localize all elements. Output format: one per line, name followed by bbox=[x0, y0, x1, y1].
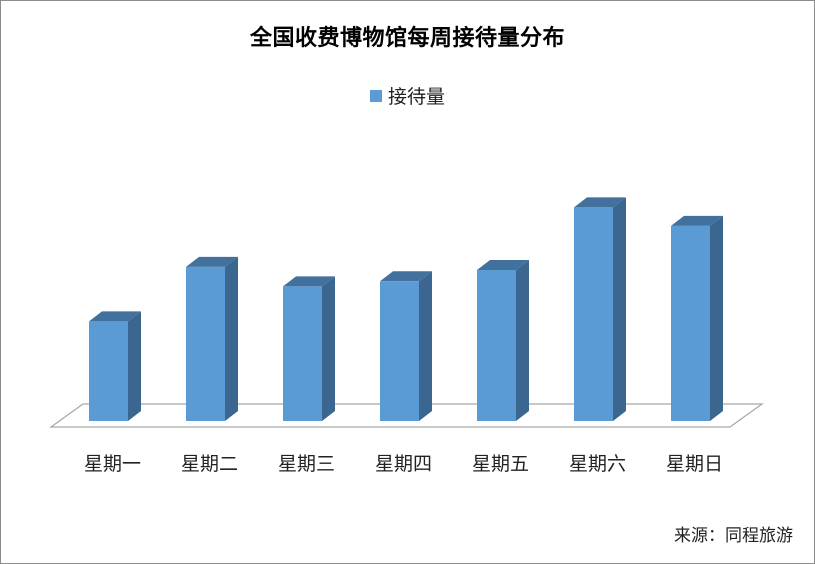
bar-top bbox=[477, 259, 529, 270]
category-labels: 星期一 星期二 星期三 星期四 星期五 星期六 星期日 bbox=[84, 453, 723, 475]
chart-title: 全国收费博物馆每周接待量分布 bbox=[249, 26, 565, 51]
bar-top bbox=[380, 271, 432, 282]
bar-side bbox=[419, 271, 432, 421]
category-label: 星期日 bbox=[666, 453, 723, 475]
bar-side bbox=[225, 256, 238, 421]
bar-front bbox=[477, 269, 516, 421]
bar-side bbox=[322, 276, 335, 421]
bar-side bbox=[613, 197, 626, 421]
bar-side bbox=[128, 311, 141, 421]
category-label: 星期六 bbox=[569, 453, 626, 475]
bar-top bbox=[89, 311, 141, 322]
category-label: 星期一 bbox=[84, 453, 141, 475]
bar-side bbox=[710, 215, 723, 421]
category-label: 星期四 bbox=[375, 453, 432, 475]
bar-1 bbox=[89, 311, 141, 421]
legend-swatch bbox=[369, 89, 382, 102]
category-label: 星期三 bbox=[278, 453, 335, 475]
bar-top bbox=[283, 276, 335, 287]
bar-front bbox=[574, 207, 613, 421]
legend-label: 接待量 bbox=[387, 86, 445, 108]
bar-top bbox=[574, 197, 626, 208]
bar-front bbox=[186, 266, 225, 421]
bar-front bbox=[671, 225, 710, 421]
bar-3 bbox=[283, 276, 335, 421]
bar-front bbox=[283, 286, 322, 421]
category-label: 星期五 bbox=[472, 453, 529, 475]
bar-side bbox=[516, 259, 529, 421]
source-note: 来源：同程旅游 bbox=[674, 526, 793, 546]
bar-6 bbox=[574, 197, 626, 421]
bar-2 bbox=[186, 256, 238, 421]
bar-front bbox=[380, 281, 419, 421]
bar-top bbox=[186, 256, 238, 267]
category-label: 星期二 bbox=[181, 453, 238, 475]
bar-7 bbox=[671, 215, 723, 421]
legend: 接待量 bbox=[0, 82, 815, 109]
bar-front bbox=[89, 321, 128, 421]
bars-group bbox=[89, 197, 723, 421]
bar-top bbox=[671, 215, 723, 226]
bar-4 bbox=[380, 271, 432, 421]
bar-5 bbox=[477, 259, 529, 421]
